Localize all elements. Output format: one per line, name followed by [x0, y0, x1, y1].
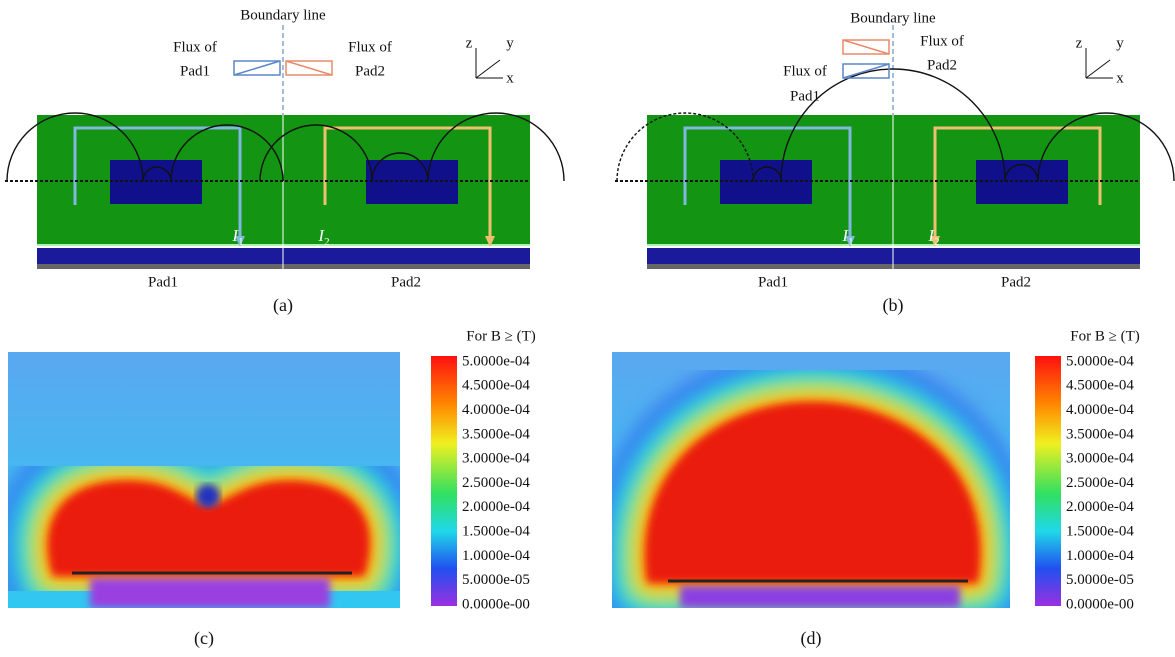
colorbar-label: 2.5000e-04 [1066, 475, 1134, 491]
flux-diagonal [286, 61, 332, 75]
colorbar-label: 3.5000e-04 [1066, 426, 1134, 442]
axis-label: z [466, 35, 473, 51]
colorbar-label: 0.0000e-00 [1066, 596, 1134, 612]
colorbar-label: 4.0000e-04 [1066, 402, 1134, 418]
colorbar-label: 4.5000e-04 [462, 378, 530, 394]
colorbar-label: 5.0000e-04 [462, 353, 530, 369]
flux-diagonal [843, 64, 889, 78]
flux-label: Flux of [173, 39, 217, 55]
caption: (a) [273, 295, 293, 316]
flux-label: Flux of [920, 33, 964, 49]
axis-label: x [1116, 70, 1124, 86]
colorbar-label: 2.5000e-04 [462, 475, 530, 491]
field-plot [8, 352, 400, 608]
colorbar-title: For B ≥ (T) [466, 328, 535, 344]
colorbar-label: 4.5000e-04 [1066, 378, 1134, 394]
colorbar-label: 3.0000e-04 [462, 451, 530, 467]
colorbar [431, 356, 457, 606]
flux-label: Pad1 [790, 88, 820, 104]
boundary-label: Boundary line [240, 7, 326, 23]
caption: (c) [194, 628, 214, 649]
caption: (d) [801, 628, 822, 649]
axis-glyph [1086, 48, 1113, 78]
colorbar-label: 3.0000e-04 [1066, 451, 1134, 467]
flux-label: Flux of [783, 63, 827, 79]
axis-label: z [1076, 35, 1083, 51]
pad-label: Pad2 [391, 274, 421, 290]
colorbar-title: For B ≥ (T) [1070, 328, 1139, 344]
colorbar-label: 5.0000e-04 [1066, 353, 1134, 369]
current-subscript: 2 [934, 236, 940, 248]
colorbar-label: 1.5000e-04 [462, 524, 530, 540]
colorbar [1035, 356, 1061, 606]
boundary-label: Boundary line [850, 10, 936, 26]
current-subscript: 2 [324, 236, 330, 248]
figure: zyxBoundary lineFlux ofPad1Flux ofPad2I1… [0, 0, 1175, 657]
colorbar-label: 0.0000e-00 [462, 596, 530, 612]
colorbar-label: 1.0000e-04 [462, 548, 530, 564]
flux-label: Pad2 [355, 63, 385, 79]
pad-label: Pad1 [758, 274, 788, 290]
pad-label: Pad2 [1001, 274, 1031, 290]
pad-label: Pad1 [148, 274, 178, 290]
caption: (b) [883, 295, 904, 316]
field-low [680, 586, 960, 608]
flux-diagonal [843, 40, 889, 54]
axis-label: x [506, 70, 514, 86]
colorbar-label: 1.5000e-04 [1066, 524, 1134, 540]
field-null [196, 484, 220, 508]
colorbar-label: 1.0000e-04 [1066, 548, 1134, 564]
field-plot [612, 352, 1010, 608]
flux-label: Pad2 [927, 57, 957, 73]
colorbar-label: 3.5000e-04 [462, 426, 530, 442]
axis-label: y [506, 35, 514, 51]
current-subscript: 1 [238, 236, 244, 248]
axis-glyph [476, 48, 503, 78]
current-subscript: 1 [848, 236, 854, 248]
colorbar-label: 5.0000e-05 [462, 572, 530, 588]
colorbar-label: 4.0000e-04 [462, 402, 530, 418]
colorbar-label: 2.0000e-04 [1066, 499, 1134, 515]
flux-label: Pad1 [180, 63, 210, 79]
colorbar-label: 5.0000e-05 [1066, 572, 1134, 588]
flux-diagonal [234, 61, 280, 75]
flux-label: Flux of [348, 39, 392, 55]
field-low [90, 578, 330, 608]
colorbar-label: 2.0000e-04 [462, 499, 530, 515]
axis-label: y [1116, 35, 1124, 51]
